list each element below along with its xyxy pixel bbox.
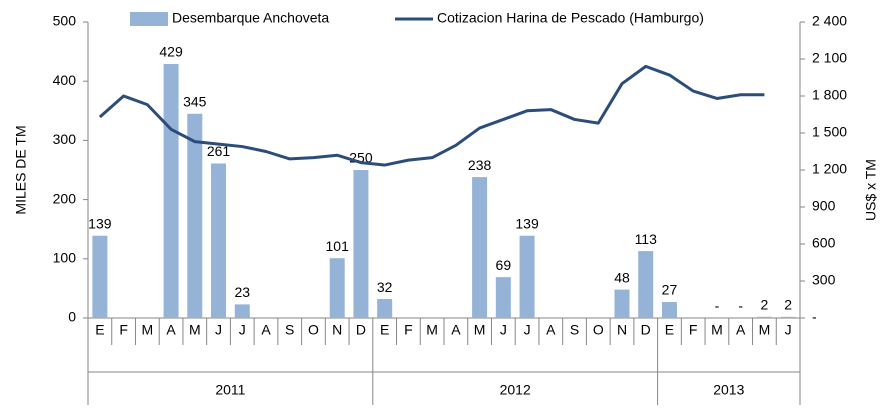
x-tick-label: S	[285, 322, 294, 338]
y2-axis-label: US$ x TM	[863, 159, 879, 221]
data-label: 429	[159, 44, 183, 60]
y2-tick-label: 600	[812, 235, 836, 251]
year-label: 2013	[713, 382, 744, 398]
x-tick-label: A	[451, 322, 461, 338]
data-label: 139	[515, 215, 539, 231]
x-tick-label: M	[759, 322, 771, 338]
data-label: 48	[614, 269, 630, 285]
bar	[472, 177, 488, 318]
y-tick-label: 500	[53, 13, 77, 29]
legend-label: Cotizacion Harina de Pescado (Hamburgo)	[437, 10, 704, 26]
x-tick-label: J	[524, 322, 531, 338]
data-label: 69	[496, 257, 512, 273]
data-label: 101	[326, 238, 350, 254]
x-tick-label: N	[332, 322, 342, 338]
x-tick-label: J	[500, 322, 507, 338]
bar	[756, 316, 772, 318]
bar	[377, 299, 393, 318]
x-tick-label: M	[426, 322, 438, 338]
x-tick-label: E	[380, 322, 389, 338]
data-label: 32	[377, 279, 393, 295]
x-tick-label: N	[617, 322, 627, 338]
y-tick-label: 200	[53, 190, 77, 206]
data-label: -	[715, 298, 720, 314]
bar	[614, 289, 630, 318]
data-label: 113	[635, 231, 658, 247]
y2-tick-label: 1 800	[812, 87, 847, 103]
y-axis-label: MILES DE TM	[13, 125, 29, 214]
data-label: 345	[183, 93, 207, 109]
data-label: 139	[88, 215, 112, 231]
data-label: 27	[662, 282, 678, 298]
legend-label: Desembarque Anchoveta	[172, 10, 329, 26]
data-label: -	[738, 298, 743, 314]
x-tick-label: O	[593, 322, 604, 338]
year-label: 2011	[215, 382, 245, 398]
year-label: 2012	[500, 382, 531, 398]
x-tick-label: A	[546, 322, 556, 338]
bar	[234, 304, 250, 318]
y2-tick-label: 2 100	[812, 50, 847, 66]
x-tick-label: A	[736, 322, 746, 338]
data-label: 23	[234, 284, 250, 300]
bar	[353, 170, 369, 318]
data-label: 2	[761, 297, 769, 313]
y2-tick-label: 1 500	[812, 124, 847, 140]
line	[98, 64, 765, 167]
bar	[495, 277, 511, 318]
x-tick-label: J	[785, 322, 792, 338]
bar	[92, 235, 108, 318]
y2-tick-label: 2 400	[812, 13, 847, 29]
x-tick-label: O	[308, 322, 319, 338]
x-tick-label: M	[141, 322, 153, 338]
legend-swatch	[130, 12, 168, 26]
y-tick-label: 400	[53, 72, 77, 88]
x-tick-label: M	[711, 322, 723, 338]
bar	[780, 316, 796, 318]
x-tick-label: J	[215, 322, 222, 338]
x-tick-label: A	[261, 322, 271, 338]
bar	[638, 251, 654, 318]
bar	[187, 113, 203, 318]
y-tick-label: 0	[68, 309, 76, 325]
bar	[329, 258, 345, 318]
x-tick-label: F	[404, 322, 413, 338]
x-tick-label: F	[119, 322, 128, 338]
y2-tick-label: -	[812, 309, 817, 325]
x-tick-label: D	[641, 322, 651, 338]
y2-tick-label: 900	[812, 198, 836, 214]
y-tick-label: 300	[53, 131, 77, 147]
x-tick-label: S	[570, 322, 579, 338]
x-tick-label: A	[166, 322, 176, 338]
x-tick-label: M	[189, 322, 201, 338]
x-tick-label: E	[665, 322, 674, 338]
bar	[519, 235, 535, 318]
x-tick-label: E	[95, 322, 104, 338]
x-tick-label: D	[356, 322, 366, 338]
y2-tick-label: 1 200	[812, 161, 847, 177]
bar	[163, 64, 179, 318]
y-tick-label: 100	[53, 250, 77, 266]
data-label: 238	[468, 157, 492, 173]
data-label: 2	[784, 297, 792, 313]
data-label: 261	[207, 143, 231, 159]
x-tick-label: M	[474, 322, 486, 338]
bar	[661, 302, 677, 318]
x-tick-label: J	[239, 322, 246, 338]
y2-tick-label: 300	[812, 272, 836, 288]
x-tick-label: F	[689, 322, 698, 338]
bar	[211, 163, 227, 318]
